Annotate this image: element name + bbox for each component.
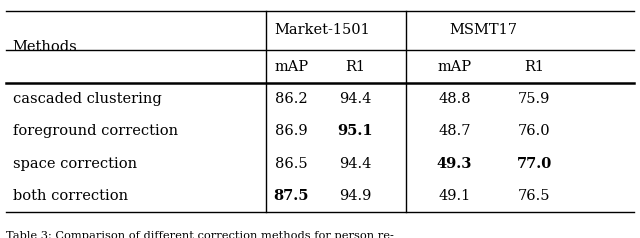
Text: mAP: mAP — [437, 60, 472, 74]
Text: 94.4: 94.4 — [339, 157, 371, 171]
Text: 86.5: 86.5 — [275, 157, 307, 171]
Text: Table 3: Comparison of different correction methods for person re-: Table 3: Comparison of different correct… — [6, 231, 394, 238]
Text: 86.2: 86.2 — [275, 92, 307, 106]
Text: Methods: Methods — [13, 40, 77, 54]
Text: 77.0: 77.0 — [516, 157, 552, 171]
Text: 49.1: 49.1 — [438, 189, 470, 203]
Text: 48.7: 48.7 — [438, 124, 470, 139]
Text: 86.9: 86.9 — [275, 124, 307, 139]
Text: cascaded clustering: cascaded clustering — [13, 92, 161, 106]
Text: 75.9: 75.9 — [518, 92, 550, 106]
Text: R1: R1 — [345, 60, 365, 74]
Text: mAP: mAP — [274, 60, 308, 74]
Text: 94.4: 94.4 — [339, 92, 371, 106]
Text: foreground correction: foreground correction — [13, 124, 178, 139]
Text: Market-1501: Market-1501 — [274, 23, 370, 37]
Text: 76.0: 76.0 — [518, 124, 550, 139]
Text: 94.9: 94.9 — [339, 189, 371, 203]
Text: both correction: both correction — [13, 189, 128, 203]
Text: 95.1: 95.1 — [337, 124, 373, 139]
Text: space correction: space correction — [13, 157, 137, 171]
Text: MSMT17: MSMT17 — [449, 23, 517, 37]
Text: 49.3: 49.3 — [436, 157, 472, 171]
Text: 87.5: 87.5 — [273, 189, 309, 203]
Text: 48.8: 48.8 — [438, 92, 470, 106]
Text: R1: R1 — [524, 60, 545, 74]
Text: 76.5: 76.5 — [518, 189, 550, 203]
